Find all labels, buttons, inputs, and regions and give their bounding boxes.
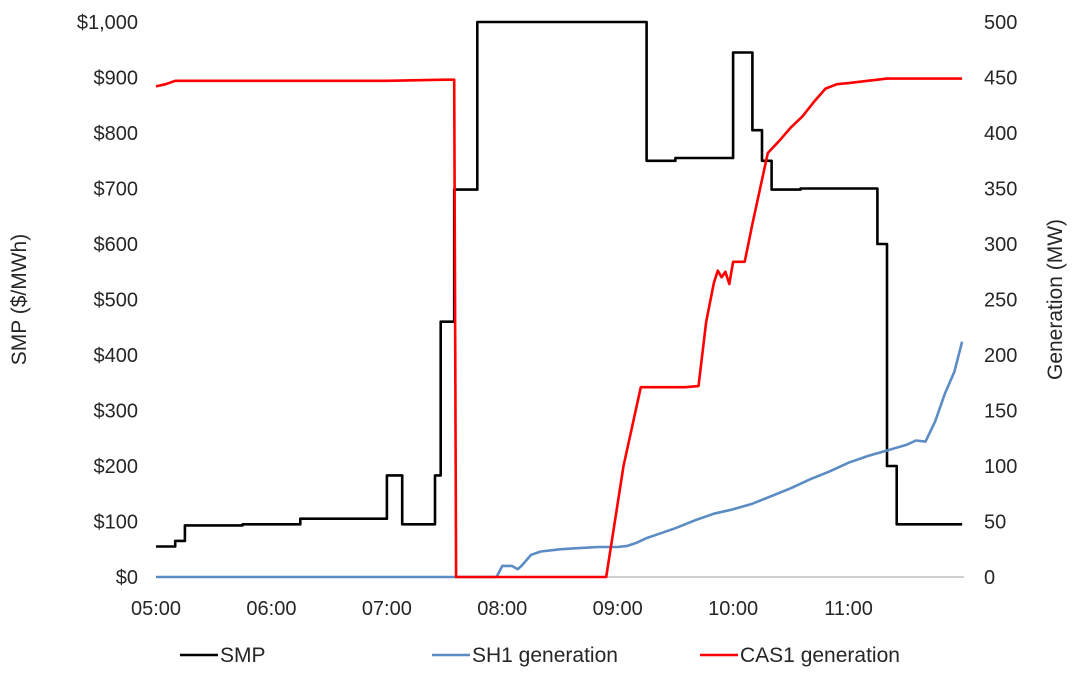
series-line-sh1-generation	[156, 341, 964, 579]
x-tick-label: 05:00	[131, 598, 181, 620]
y-left-tick-label: $900	[94, 68, 139, 90]
series-line-cas1-generation	[155, 77, 963, 579]
x-tick-label: 10:00	[708, 598, 758, 620]
y-left-tick-label: $500	[94, 290, 139, 312]
y-right-tick-label: 250	[984, 290, 1017, 312]
y-left-tick-labels: $0 $100 $200 $300 $400 $500 $600 $700 $800 $900 $1…	[77, 12, 138, 589]
y-right-tick-label: 300	[984, 234, 1017, 256]
y-left-tick-label: $0	[116, 567, 138, 589]
x-tick-labels: 05:00 06:00 07:00 08:00 09:00 10:00 11:00	[131, 598, 873, 620]
y-left-tick-label: $300	[94, 401, 139, 423]
y-right-tick-label: 350	[984, 179, 1017, 201]
y-left-tick-label: $200	[94, 456, 139, 478]
y-right-tick-label: 150	[984, 401, 1017, 423]
y-left-tick-label: $1,000	[77, 12, 138, 34]
legend-label-smp: SMP	[220, 644, 266, 667]
x-tick-label: 07:00	[362, 598, 412, 620]
x-tick-label: 06:00	[246, 598, 296, 620]
y-right-tick-label: 400	[984, 123, 1017, 145]
x-tick-label: 09:00	[593, 598, 643, 620]
plot-series	[155, 20, 964, 579]
y-right-axis-title: Generation (MW)	[1044, 219, 1067, 380]
y-right-tick-label: 100	[984, 456, 1017, 478]
series-line-smp	[156, 20, 963, 548]
legend-label-sh1-generation: SH1 generation	[472, 644, 618, 667]
y-left-tick-label: $400	[94, 345, 139, 367]
x-tick-label: 11:00	[824, 598, 873, 620]
y-left-tick-label: $100	[94, 512, 139, 534]
y-left-tick-label: $700	[94, 179, 139, 201]
x-tick-label: 08:00	[477, 598, 527, 620]
y-right-tick-label: 450	[984, 68, 1017, 90]
y-left-axis-title: SMP ($/MWh)	[8, 234, 31, 365]
legend: SMP SH1 generation CAS1 generation	[180, 644, 900, 667]
y-left-tick-label: $800	[94, 123, 139, 145]
y-left-tick-label: $600	[94, 234, 139, 256]
y-right-tick-label: 200	[984, 345, 1017, 367]
y-right-tick-label: 500	[984, 12, 1017, 34]
y-right-tick-label: 0	[984, 567, 995, 589]
y-right-tick-label: 50	[984, 512, 1006, 534]
y-right-tick-labels: 0 50 100 150 200 250 300 350 400 450 500	[984, 12, 1017, 589]
legend-label-cas1-generation: CAS1 generation	[740, 644, 900, 667]
